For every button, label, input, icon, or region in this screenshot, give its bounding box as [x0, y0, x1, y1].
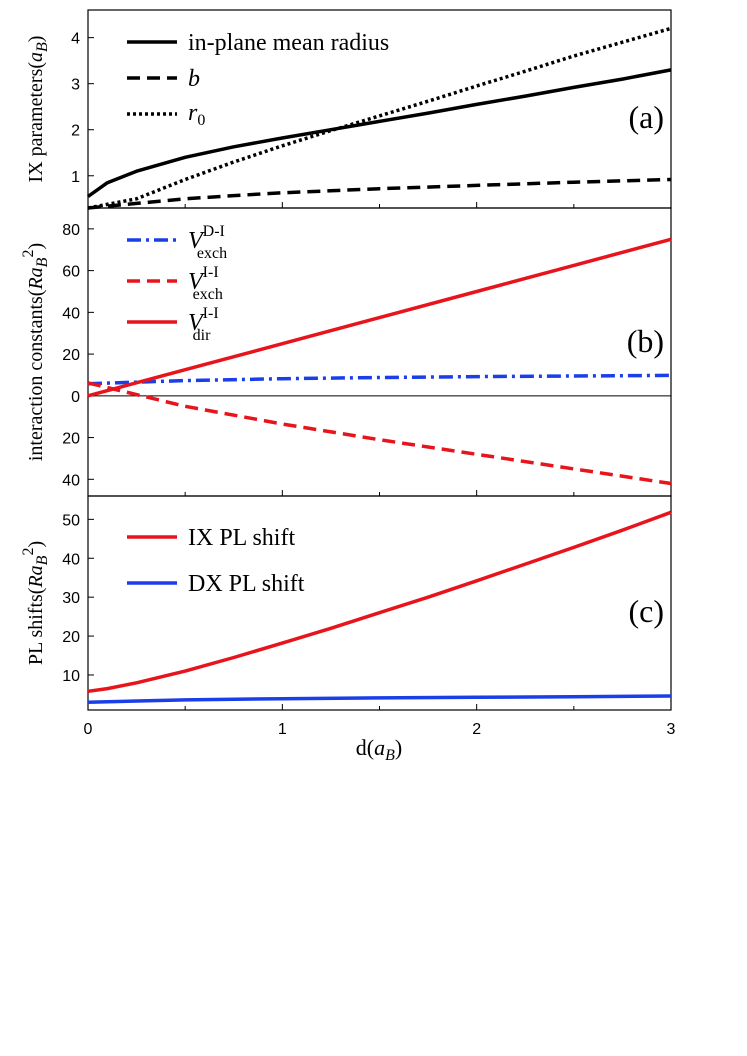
y-tick-label: 30 — [62, 590, 80, 607]
panel-b-ylabel: interaction constants(RaB2) — [20, 243, 51, 461]
panel-c-legend: IX PL shift DX PL shift — [127, 525, 305, 597]
panel-c-frame — [87, 495, 672, 711]
legend-label-vexch-di: VD-I exch — [188, 223, 227, 262]
panel-a-yticks: 1 2 3 4 — [71, 31, 575, 208]
series-line-ix-pl-shift — [87, 510, 672, 694]
y-tick-label: 80 — [62, 222, 80, 239]
panel-b: 80 60 40 20 0 20 40 interaction constants(RaB2… — [20, 207, 672, 497]
y-tick-label: 40 — [62, 305, 80, 322]
x-tick-label: 1 — [278, 721, 287, 738]
y-tick-label: 10 — [62, 668, 80, 685]
y-tick-label: 4 — [71, 31, 80, 48]
panel-c-ylabel: PL shifts(RaB2) — [20, 541, 51, 665]
y-tick-label: 1 — [71, 169, 80, 186]
series-line-v-exch-i-i — [87, 381, 672, 486]
panel-b-label: (b) — [627, 323, 664, 359]
panel-c-label: (c) — [628, 593, 664, 629]
panel-b-legend: VD-I exch VI-I exch VI-I dir — [127, 223, 227, 344]
y-tick-label: 20 — [62, 347, 80, 364]
y-tick-label: 3 — [71, 77, 80, 94]
series-line-b — [87, 177, 672, 210]
panel-a-ylabel: IX parameters(aB) — [25, 36, 51, 183]
panel-c-xticks: 0 1 2 3 — [84, 721, 676, 738]
y-tick-label: 2 — [71, 123, 80, 140]
legend-label-b: b — [188, 66, 200, 92]
panel-a: 1 2 3 4 IX parameters(aB) in-plane mean rad… — [25, 9, 672, 210]
y-tick-label: 40 — [62, 551, 80, 568]
legend-label-vdir-ii: VI-I dir — [188, 305, 219, 344]
panel-b-frame — [87, 207, 672, 497]
series-line-in-plane-mean-radius — [86, 68, 672, 198]
panel-a-legend: in-plane mean radius b r0 — [127, 30, 389, 129]
x-axis-label: d(aB) — [356, 735, 402, 764]
panel-c: 10 20 30 40 50 0 1 2 3 PL shifts(RaB2) d(aB) IX… — [20, 495, 676, 764]
y-tick-label: 20 — [62, 629, 80, 646]
y-tick-label: 0 — [71, 389, 80, 406]
series-line-dx-pl-shift — [87, 694, 672, 704]
y-tick-label: 20 — [62, 431, 80, 448]
y-tick-label: 40 — [62, 472, 80, 489]
panel-c-yticks: 10 20 30 40 50 — [62, 512, 575, 710]
legend-label-dx: DX PL shift — [188, 571, 305, 597]
legend-label-r0: r0 — [188, 100, 205, 129]
series-line-r0 — [87, 26, 672, 210]
series-line-v-dir-i-i — [87, 237, 672, 398]
series-line-v-exch-d-i — [87, 373, 672, 386]
x-tick-label: 2 — [472, 721, 481, 738]
y-tick-label: 50 — [62, 512, 80, 529]
x-tick-label: 3 — [667, 721, 676, 738]
legend-label-radius: in-plane mean radius — [188, 30, 389, 56]
panel-b-yticks: 80 60 40 20 0 20 40 — [62, 222, 575, 496]
y-tick-label: 60 — [62, 264, 80, 281]
legend-label-vexch-ii: VI-I exch — [188, 264, 223, 303]
panel-c-series — [87, 510, 672, 704]
panel-a-label: (a) — [628, 99, 664, 135]
panel-b-series — [87, 237, 672, 486]
legend-label-ix: IX PL shift — [188, 525, 295, 551]
panel-a-series — [86, 26, 672, 210]
x-tick-label: 0 — [84, 721, 93, 738]
